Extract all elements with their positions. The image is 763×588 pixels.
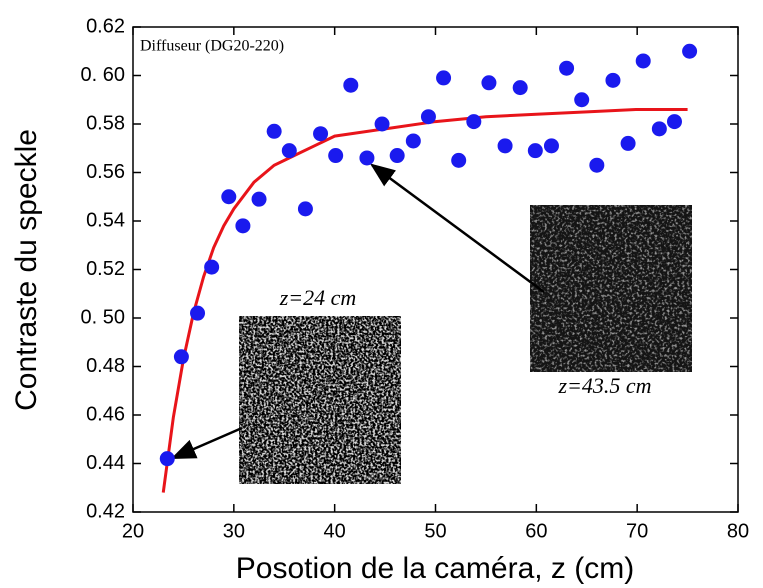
data-point — [497, 138, 513, 154]
data-point — [651, 121, 667, 137]
x-tick-label: 30 — [223, 520, 245, 542]
data-point — [512, 80, 528, 96]
data-point — [313, 126, 329, 142]
data-point — [574, 92, 590, 108]
y-tick-label: 0.46 — [86, 403, 125, 425]
data-point — [159, 451, 175, 467]
x-tick-label: 40 — [324, 520, 346, 542]
y-tick-label: 0.54 — [86, 209, 125, 231]
data-point — [559, 60, 575, 76]
arrow — [369, 163, 545, 294]
y-tick-label: 0.62 — [86, 15, 125, 37]
x-axis-label: Posotion de la caméra, z (cm) — [236, 552, 634, 585]
x-tick-label: 80 — [727, 520, 749, 542]
annotation: Diffuseur (DG20-220) — [140, 38, 284, 55]
data-point — [635, 53, 651, 69]
x-tick-label: 70 — [626, 520, 648, 542]
y-tick-label: 0. 60 — [81, 64, 125, 86]
x-tick-label: 60 — [525, 520, 547, 542]
data-point — [235, 218, 251, 234]
data-point — [682, 43, 698, 59]
data-point — [343, 77, 359, 93]
data-point — [451, 152, 467, 168]
data-point — [543, 138, 559, 154]
data-point — [389, 148, 405, 164]
data-point — [620, 135, 636, 151]
y-tick-label: 0.44 — [86, 452, 125, 474]
data-point — [666, 114, 682, 130]
x-tick-label: 20 — [122, 520, 144, 542]
data-point — [328, 148, 344, 164]
y-tick-label: 0. 50 — [81, 306, 125, 328]
data-point — [420, 109, 436, 125]
data-point — [266, 123, 282, 139]
data-point — [221, 189, 237, 205]
data-point — [251, 191, 267, 207]
annotation: z=43.5 cm — [557, 373, 651, 398]
data-point — [297, 201, 313, 217]
data-point — [190, 305, 206, 321]
data-point — [527, 143, 543, 159]
data-point — [466, 114, 482, 130]
data-point — [405, 133, 421, 149]
y-tick-label: 0.52 — [86, 258, 125, 280]
data-point — [281, 143, 297, 159]
y-tick-label: 0.56 — [86, 161, 125, 183]
inset-z24 — [239, 316, 401, 484]
y-tick-label: 0.42 — [86, 500, 125, 522]
inset-z43 — [530, 205, 692, 372]
data-point — [481, 75, 497, 91]
data-point — [436, 70, 452, 86]
y-tick-label: 0.58 — [86, 112, 125, 134]
x-tick-label: 50 — [424, 520, 446, 542]
data-point — [589, 157, 605, 173]
y-tick-label: 0.48 — [86, 355, 125, 377]
data-point — [359, 150, 375, 166]
data-point — [173, 349, 189, 365]
annotation: z=24 cm — [279, 285, 357, 310]
data-point — [204, 259, 220, 275]
data-point — [374, 116, 390, 132]
y-axis-label: Contraste du speckle — [10, 129, 43, 411]
arrow — [170, 426, 243, 460]
data-point — [605, 72, 621, 88]
